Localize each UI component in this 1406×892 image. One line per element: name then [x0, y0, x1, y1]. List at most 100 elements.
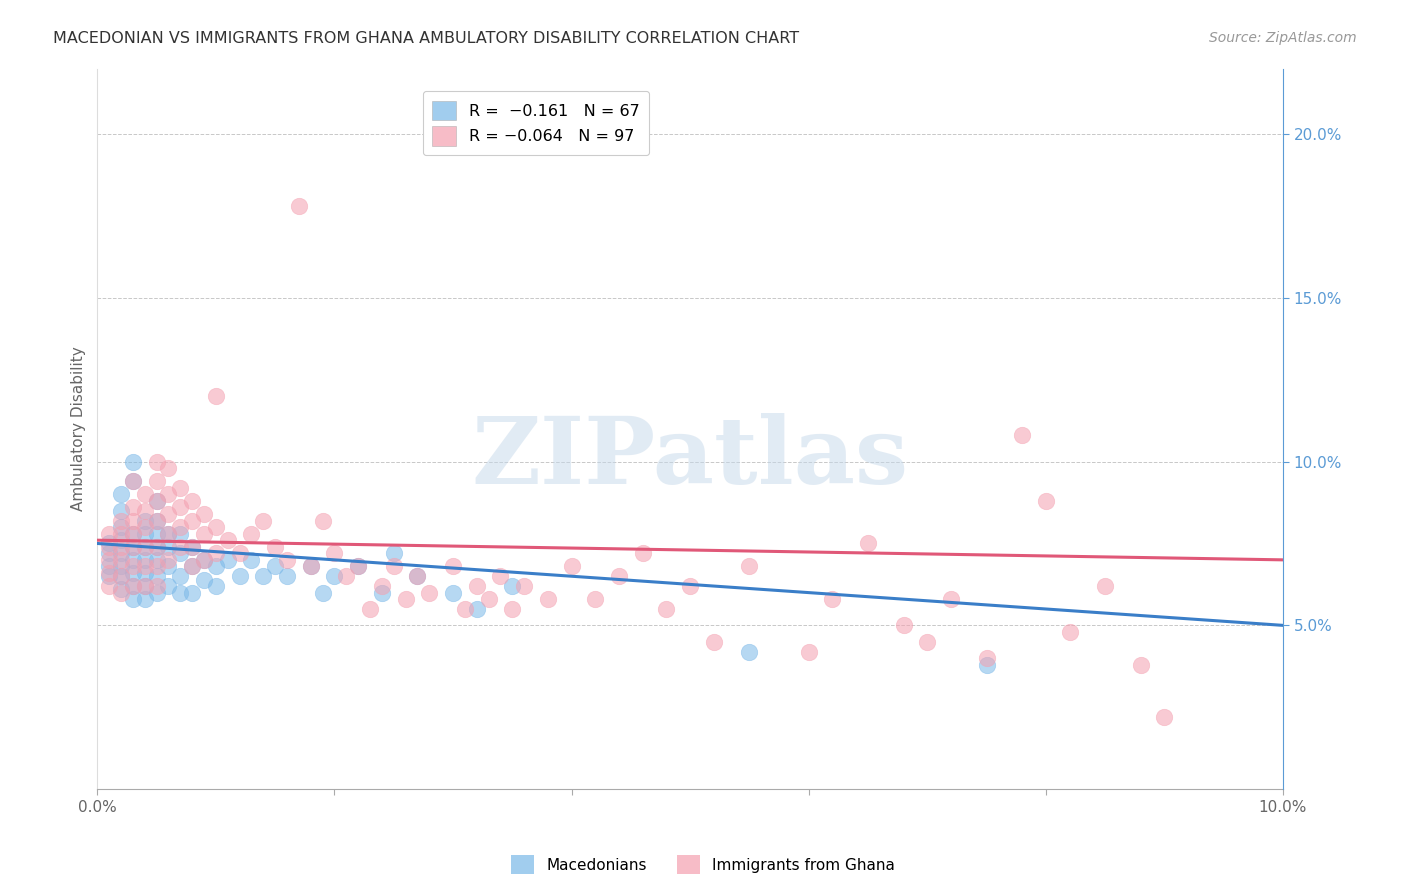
Point: [110, 569, 132, 583]
Point: [738, 644, 761, 658]
Point: [1059, 624, 1081, 639]
Point: [418, 585, 440, 599]
Point: [169, 569, 191, 583]
Point: [205, 546, 228, 560]
Point: [406, 569, 429, 583]
Point: [893, 618, 915, 632]
Point: [441, 585, 464, 599]
Point: [122, 454, 145, 468]
Point: [134, 504, 156, 518]
Point: [240, 526, 263, 541]
Point: [134, 514, 156, 528]
Point: [501, 579, 523, 593]
Point: [181, 585, 204, 599]
Point: [110, 553, 132, 567]
Point: [394, 592, 416, 607]
Point: [122, 540, 145, 554]
Point: [98, 540, 121, 554]
Point: [821, 592, 844, 607]
Point: [738, 559, 761, 574]
Point: [181, 494, 204, 508]
Point: [157, 540, 180, 554]
Point: [145, 475, 167, 489]
Point: [110, 533, 132, 548]
Point: [122, 500, 145, 515]
Point: [335, 569, 357, 583]
Point: [122, 475, 145, 489]
Point: [98, 569, 121, 583]
Point: [406, 569, 429, 583]
Point: [145, 526, 167, 541]
Text: Source: ZipAtlas.com: Source: ZipAtlas.com: [1209, 31, 1357, 45]
Point: [134, 566, 156, 580]
Point: [856, 536, 879, 550]
Point: [98, 566, 121, 580]
Point: [134, 520, 156, 534]
Point: [264, 540, 287, 554]
Point: [169, 500, 191, 515]
Legend: Macedonians, Immigrants from Ghana: Macedonians, Immigrants from Ghana: [505, 849, 901, 880]
Point: [1094, 579, 1116, 593]
Point: [489, 569, 512, 583]
Point: [110, 585, 132, 599]
Point: [478, 592, 501, 607]
Point: [122, 579, 145, 593]
Point: [513, 579, 536, 593]
Point: [169, 526, 191, 541]
Point: [240, 553, 263, 567]
Point: [110, 487, 132, 501]
Point: [110, 569, 132, 583]
Point: [157, 553, 180, 567]
Point: [134, 579, 156, 593]
Point: [976, 651, 998, 665]
Point: [110, 514, 132, 528]
Point: [122, 514, 145, 528]
Point: [122, 553, 145, 567]
Point: [382, 546, 405, 560]
Point: [193, 553, 215, 567]
Point: [655, 602, 678, 616]
Text: MACEDONIAN VS IMMIGRANTS FROM GHANA AMBULATORY DISABILITY CORRELATION CHART: MACEDONIAN VS IMMIGRANTS FROM GHANA AMBU…: [53, 31, 800, 46]
Point: [134, 559, 156, 574]
Point: [311, 585, 333, 599]
Point: [228, 569, 250, 583]
Point: [205, 389, 228, 403]
Point: [145, 514, 167, 528]
Legend: R =  −0.161   N = 67, R = −0.064   N = 97: R = −0.161 N = 67, R = −0.064 N = 97: [423, 91, 650, 155]
Point: [145, 579, 167, 593]
Point: [264, 559, 287, 574]
Point: [145, 540, 167, 554]
Point: [110, 546, 132, 560]
Point: [441, 559, 464, 574]
Point: [382, 559, 405, 574]
Point: [1011, 428, 1033, 442]
Point: [181, 559, 204, 574]
Point: [193, 573, 215, 587]
Point: [252, 569, 274, 583]
Point: [501, 602, 523, 616]
Point: [134, 526, 156, 541]
Point: [323, 569, 346, 583]
Point: [134, 487, 156, 501]
Point: [98, 553, 121, 567]
Point: [157, 461, 180, 475]
Point: [797, 644, 820, 658]
Point: [917, 634, 939, 648]
Point: [110, 520, 132, 534]
Point: [134, 540, 156, 554]
Point: [110, 526, 132, 541]
Point: [145, 514, 167, 528]
Y-axis label: Ambulatory Disability: Ambulatory Disability: [72, 346, 86, 511]
Point: [134, 553, 156, 567]
Point: [157, 507, 180, 521]
Point: [169, 585, 191, 599]
Point: [465, 602, 488, 616]
Point: [193, 553, 215, 567]
Point: [359, 602, 381, 616]
Point: [145, 569, 167, 583]
Point: [122, 526, 145, 541]
Point: [145, 454, 167, 468]
Point: [157, 526, 180, 541]
Point: [110, 559, 132, 574]
Point: [299, 559, 322, 574]
